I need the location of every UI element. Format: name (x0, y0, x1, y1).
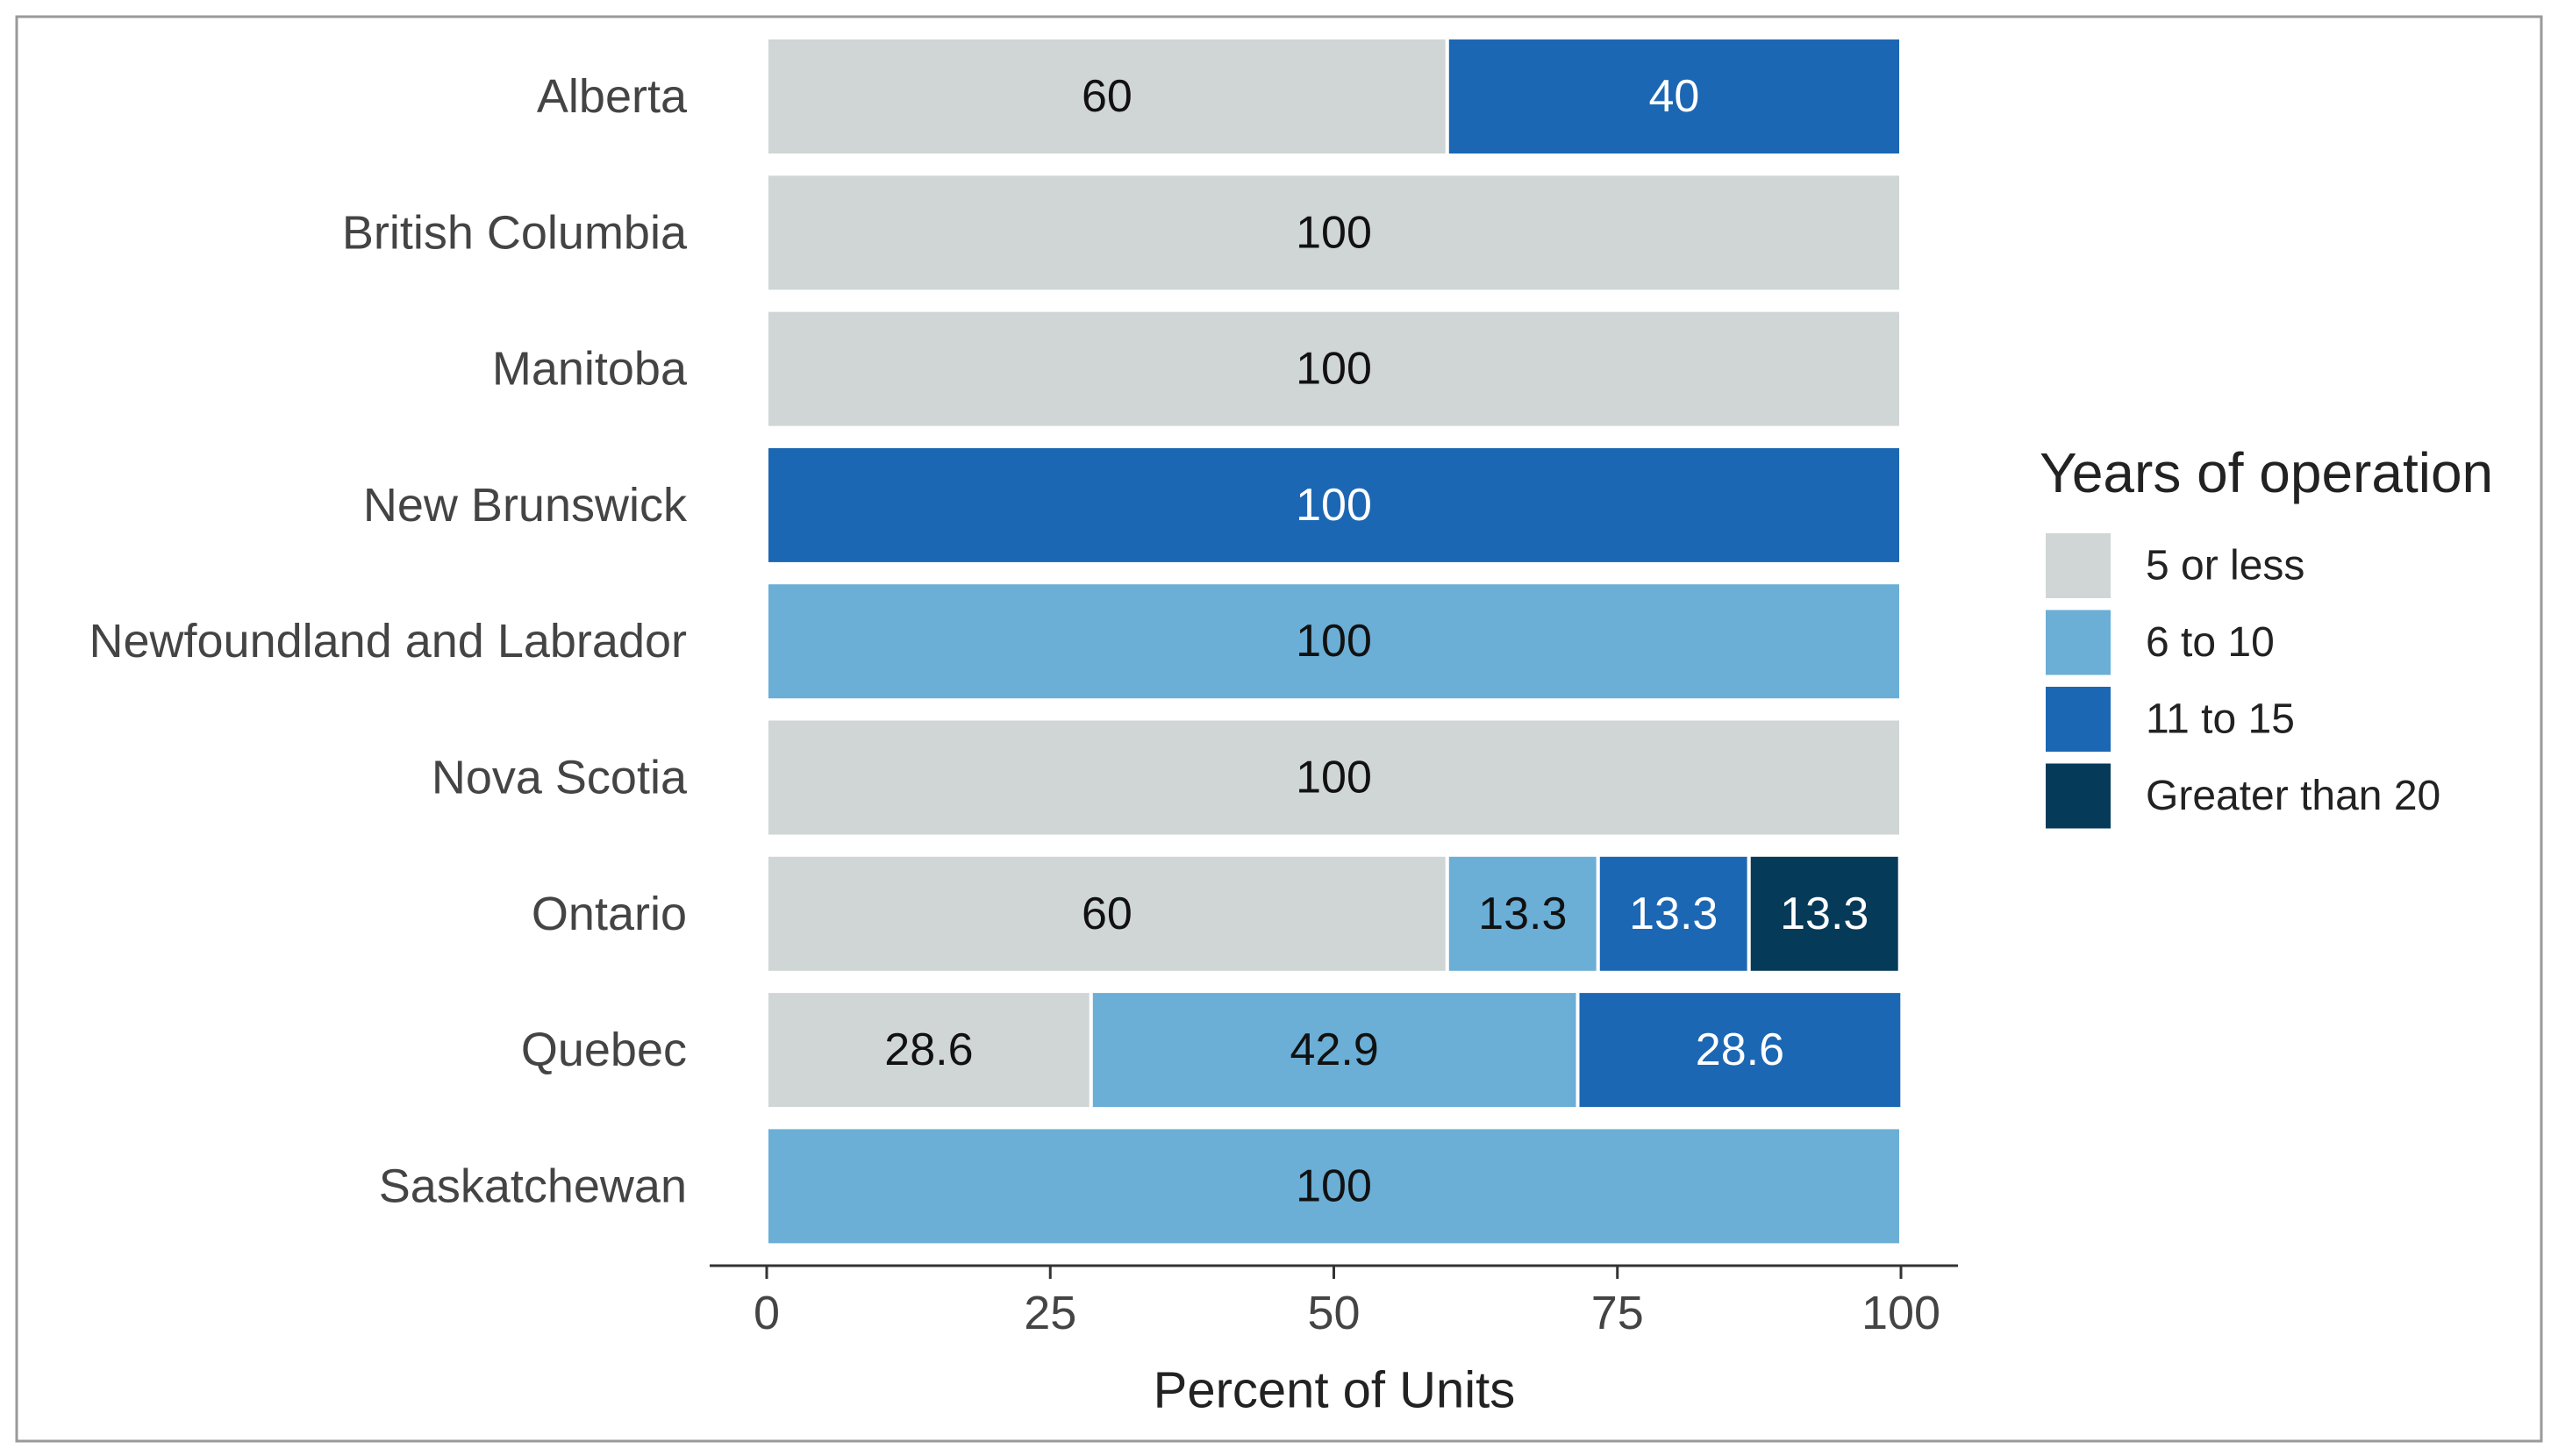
y-tick-label: Nova Scotia (432, 752, 688, 804)
y-tick-label: Newfoundland and Labrador (89, 615, 687, 667)
data-label: 13.3 (1629, 889, 1718, 939)
x-tick-label: 100 (1861, 1287, 1940, 1339)
bar-segment (1445, 36, 1904, 157)
bar-segment (1089, 989, 1580, 1111)
bar-segment (765, 581, 1903, 703)
data-label: 28.6 (884, 1024, 973, 1075)
bar-segment (1596, 853, 1751, 974)
x-tick-label: 25 (1024, 1287, 1076, 1339)
data-label: 13.3 (1780, 889, 1868, 939)
data-label: 40 (1648, 71, 1699, 122)
legend-label: 11 to 15 (2146, 696, 2295, 743)
bar-segment (765, 853, 1449, 974)
x-axis-title: Percent of Units (1154, 1362, 1516, 1419)
y-tick-label: Saskatchewan (379, 1160, 687, 1212)
bar-segment (765, 989, 1093, 1111)
y-tick-label: New Brunswick (363, 479, 688, 532)
y-tick-label: Alberta (537, 70, 688, 123)
data-label: 60 (1082, 889, 1133, 939)
legend-swatch (2046, 533, 2111, 598)
data-label: 13.3 (1478, 889, 1567, 939)
y-tick-label: Manitoba (492, 343, 688, 396)
data-label: 60 (1082, 71, 1133, 122)
y-tick-label: British Columbia (342, 206, 688, 259)
bar-segment (1445, 853, 1600, 974)
legend-swatch (2046, 687, 2111, 752)
legend-swatch (2046, 610, 2111, 675)
bar-segment (765, 172, 1903, 294)
data-label: 42.9 (1290, 1024, 1379, 1075)
data-label: 100 (1296, 207, 1372, 258)
x-tick-label: 0 (754, 1287, 780, 1339)
x-tick-label: 50 (1307, 1287, 1360, 1339)
bar-segment (765, 308, 1903, 430)
x-tick-label: 75 (1591, 1287, 1644, 1339)
y-tick-label: Quebec (521, 1024, 687, 1076)
legend-swatch (2046, 763, 2111, 829)
data-label: 100 (1296, 616, 1372, 667)
data-label: 100 (1296, 1160, 1372, 1211)
legend-label: 6 to 10 (2146, 619, 2275, 666)
data-label: 28.6 (1696, 1024, 1784, 1075)
y-tick-label: Ontario (532, 888, 687, 940)
bar-segment (765, 444, 1903, 566)
bar-segment (1747, 853, 1902, 974)
legend-label: 5 or less (2146, 543, 2304, 589)
bar-segment (765, 1125, 1903, 1247)
data-label: 100 (1296, 480, 1372, 531)
legend-title: Years of operation (2040, 441, 2493, 504)
data-label: 100 (1296, 753, 1372, 803)
bar-segment (1576, 989, 1904, 1111)
bar-segment (765, 717, 1903, 839)
legend-label: Greater than 20 (2146, 773, 2440, 819)
data-label: 100 (1296, 344, 1372, 395)
